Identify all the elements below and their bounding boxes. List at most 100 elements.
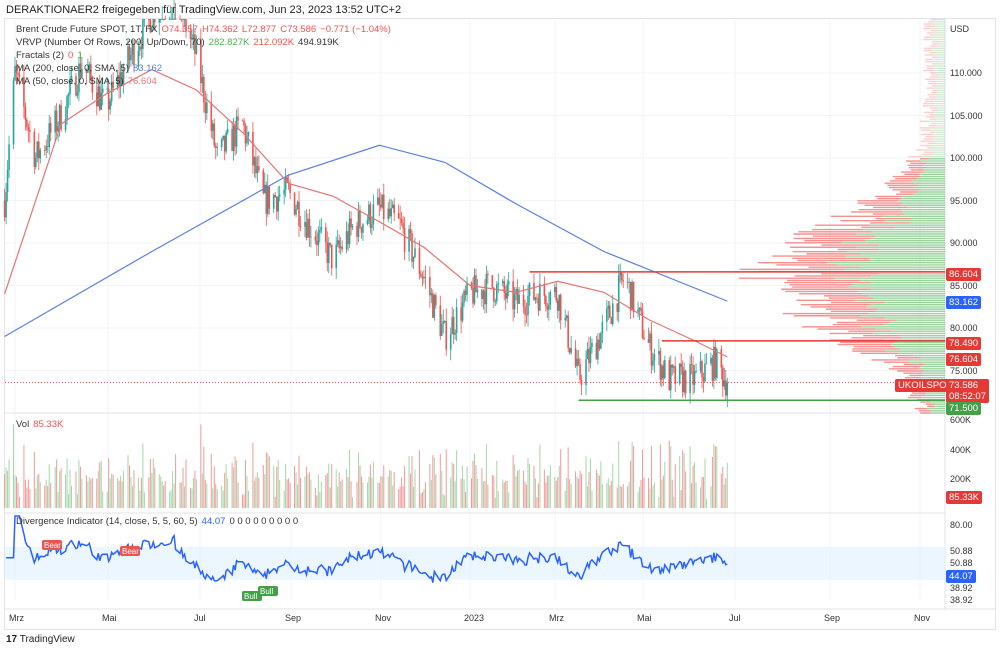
candle-body <box>359 210 361 228</box>
candle-body <box>203 77 205 103</box>
candle-body <box>35 157 37 167</box>
candle-body <box>716 349 718 378</box>
candle-body <box>647 339 650 343</box>
candle-body <box>710 357 712 364</box>
candle-body <box>231 128 233 152</box>
price-tick: 110.000 <box>950 68 982 78</box>
candle-body <box>206 102 208 114</box>
candle-body <box>87 70 89 73</box>
candle-body <box>225 132 227 152</box>
price-tick: 75.000 <box>950 365 978 376</box>
candle-body <box>222 135 224 140</box>
candle-body <box>213 123 216 146</box>
candle-body <box>414 248 416 257</box>
candle-body <box>695 370 697 372</box>
candle-body <box>252 132 254 166</box>
candle-body <box>377 197 379 205</box>
candle-body <box>284 177 287 190</box>
candle-body <box>275 197 278 212</box>
candle-body <box>664 360 666 379</box>
candle-body <box>26 119 28 128</box>
candle-body <box>439 305 442 336</box>
candle-body <box>122 70 125 84</box>
candle-body <box>493 287 495 302</box>
candle-body <box>600 332 602 349</box>
candle-body <box>360 227 363 233</box>
candle-body <box>179 19 181 20</box>
candle-body <box>130 54 132 61</box>
candle-body <box>326 242 329 263</box>
candle-body <box>381 194 384 208</box>
candle-body <box>189 31 192 40</box>
candle-body <box>704 363 706 382</box>
candle-body <box>388 208 391 217</box>
tradingview-logo[interactable]: 17 TradingView <box>6 634 75 645</box>
candle-body <box>524 306 526 315</box>
candle-body <box>433 295 436 318</box>
candle-body <box>661 365 663 380</box>
legend-symbol: Brent Crude Future SPOT, 1T, FX O74.357 H7… <box>12 24 391 35</box>
candle-body <box>723 380 726 387</box>
divergence-line <box>6 515 728 583</box>
candle-body <box>258 166 260 171</box>
candle-body <box>713 346 715 381</box>
candle-body <box>97 86 100 107</box>
candle-body <box>299 225 302 227</box>
candle-body <box>387 208 390 220</box>
ma200-label: MA (200, close, 0, SMA, 5) <box>16 63 129 74</box>
candle-body <box>501 281 504 284</box>
chart-frame[interactable] <box>4 18 996 630</box>
time-tick: Jul <box>194 613 206 623</box>
price-tick: 90.000 <box>950 238 978 248</box>
candle-body <box>293 192 296 215</box>
candle-body <box>522 294 525 307</box>
candle-body <box>568 347 571 353</box>
candle-body <box>336 240 339 245</box>
candle-body <box>556 300 559 311</box>
candle-body <box>432 293 434 318</box>
candle-body <box>220 139 223 148</box>
candle-body <box>341 246 343 250</box>
candle-body <box>289 184 291 193</box>
change-value: −0.771 (−1.04%) <box>320 24 391 35</box>
candle-body <box>345 231 348 250</box>
candle-body <box>399 218 401 220</box>
legend-volume: Vol 85.33K <box>12 419 63 430</box>
fractal-up: 1 <box>77 50 83 61</box>
candle-body <box>690 364 693 365</box>
candle-body <box>574 348 577 367</box>
candle-body <box>378 197 381 205</box>
candle-body <box>629 282 632 311</box>
candle-body <box>549 291 552 305</box>
legend-ma200: MA (200, close, 0, SMA, 5) 83.162 <box>12 63 162 74</box>
candle-body <box>397 213 400 219</box>
candle-body <box>329 242 332 245</box>
candle-body <box>116 75 119 88</box>
candle-body <box>173 19 175 20</box>
candle-body <box>678 363 681 384</box>
candle-body <box>452 316 455 335</box>
candle-body <box>442 321 445 324</box>
candle-body <box>619 272 622 276</box>
candle-body <box>672 366 675 368</box>
candle-body <box>324 227 327 243</box>
candle-body <box>539 283 541 311</box>
ma50-tag: 76.604 <box>946 353 982 366</box>
candle-body <box>45 146 48 151</box>
candle-body <box>253 157 256 166</box>
open-value: O74.357 <box>161 24 198 35</box>
candle-body <box>164 19 166 20</box>
candle-body <box>689 364 691 394</box>
candle-body <box>495 284 498 302</box>
candle-body <box>628 282 630 283</box>
candle-body <box>576 358 578 367</box>
candle-body <box>548 304 550 310</box>
candle-body <box>632 281 635 313</box>
time-tick: Mrz <box>9 613 24 623</box>
candle-body <box>18 74 21 77</box>
resistance-tag: 86.604 <box>946 268 982 281</box>
candle-body <box>216 147 219 148</box>
candle-body <box>601 321 604 333</box>
candle-body <box>107 88 110 110</box>
